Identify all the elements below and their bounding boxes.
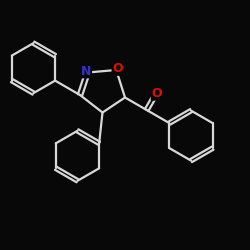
Text: N: N: [81, 65, 92, 78]
Text: O: O: [112, 62, 123, 75]
Text: O: O: [151, 87, 162, 100]
